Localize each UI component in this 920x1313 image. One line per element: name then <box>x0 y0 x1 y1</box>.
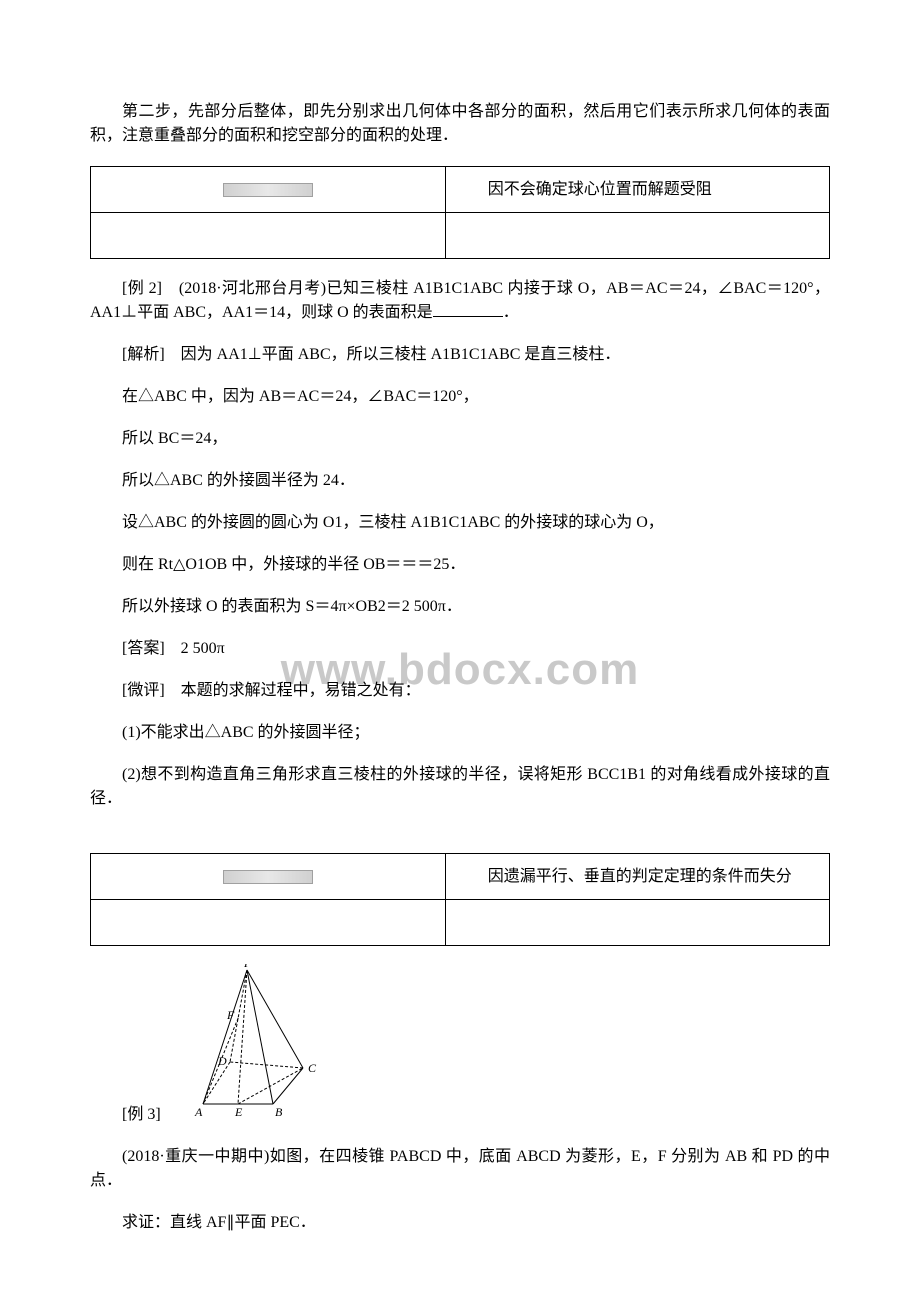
intro-paragraph: 第二步，先部分后整体，即先分别求出几何体中各部分的面积，然后用它们表示所求几何体… <box>90 100 830 148</box>
svg-text:A: A <box>194 1105 203 1119</box>
review-label: [微评] <box>122 682 181 699</box>
table2-right-cell: 因遗漏平行、垂直的判定定理的条件而失分 <box>445 854 829 900</box>
table1-left-cell <box>91 167 446 213</box>
callout-table-1: 因不会确定球心位置而解题受阻 <box>90 166 830 259</box>
svg-text:F: F <box>226 1008 235 1022</box>
pyramid-svg: P F D A E B C <box>185 964 325 1119</box>
table1-empty-left <box>91 213 446 259</box>
example2-title: [例 2] (2018·河北邢台月考)已知三棱柱 A1B1C1ABC 内接于球 … <box>90 277 830 325</box>
example3-p1: (2018·重庆一中期中)如图，在四棱锥 PABCD 中，底面 ABCD 为菱形… <box>90 1145 830 1193</box>
table2-left-cell <box>91 854 446 900</box>
svg-text:C: C <box>308 1061 317 1075</box>
example2-r2: (2)想不到构造直角三角形求直三棱柱的外接球的半径，误将矩形 BCC1B1 的对… <box>90 763 830 811</box>
example3-label: [例 3] <box>90 1103 161 1127</box>
example2-answer: [答案] 2 500π <box>90 637 830 661</box>
example2-review: [微评] 本题的求解过程中，易错之处有： <box>90 679 830 703</box>
svg-text:P: P <box>243 964 252 970</box>
svg-text:D: D <box>217 1054 227 1068</box>
example2-r1: (1)不能求出△ABC 的外接圆半径； <box>90 721 830 745</box>
example2-p6: 则在 Rt△O1OB 中，外接球的半径 OB＝＝＝25． <box>90 553 830 577</box>
example2-title-suffix: ． <box>503 304 519 321</box>
table2-empty-right <box>445 900 829 946</box>
table2-empty-left <box>91 900 446 946</box>
table1-right-cell: 因不会确定球心位置而解题受阻 <box>445 167 829 213</box>
example3-p2: 求证：直线 AF∥平面 PEC． <box>90 1211 830 1235</box>
pyramid-figure: P F D A E B C <box>185 964 325 1127</box>
fill-blank <box>433 301 503 317</box>
example2-p7: 所以外接球 O 的表面积为 S＝4π×OB2＝2 500π． <box>90 595 830 619</box>
analysis-text: 因为 AA1⊥平面 ABC，所以三棱柱 A1B1C1ABC 是直三棱柱． <box>181 346 621 363</box>
example2-analysis: [解析] 因为 AA1⊥平面 ABC，所以三棱柱 A1B1C1ABC 是直三棱柱… <box>90 343 830 367</box>
table1-empty-right <box>445 213 829 259</box>
example3-figure-row: [例 3] P F D A E B C <box>90 964 830 1127</box>
answer-label: [答案] <box>122 640 181 657</box>
example2-p3: 所以 BC＝24， <box>90 427 830 451</box>
example2-p4: 所以△ABC 的外接圆半径为 24． <box>90 469 830 493</box>
badge-icon <box>223 183 313 197</box>
svg-text:B: B <box>275 1105 283 1119</box>
answer-value: 2 500π <box>181 640 225 657</box>
callout-table-2: 因遗漏平行、垂直的判定定理的条件而失分 <box>90 853 830 946</box>
example2-p5: 设△ABC 的外接圆的圆心为 O1，三棱柱 A1B1C1ABC 的外接球的球心为… <box>90 511 830 535</box>
review-text: 本题的求解过程中，易错之处有： <box>181 682 421 699</box>
svg-text:E: E <box>234 1105 243 1119</box>
badge-icon <box>223 870 313 884</box>
example2-p2: 在△ABC 中，因为 AB＝AC＝24，∠BAC＝120°， <box>90 385 830 409</box>
analysis-label: [解析] <box>122 346 181 363</box>
watermark-region: www.bdocx.com [答案] 2 500π [微评] 本题的求解过程中，… <box>90 637 830 703</box>
